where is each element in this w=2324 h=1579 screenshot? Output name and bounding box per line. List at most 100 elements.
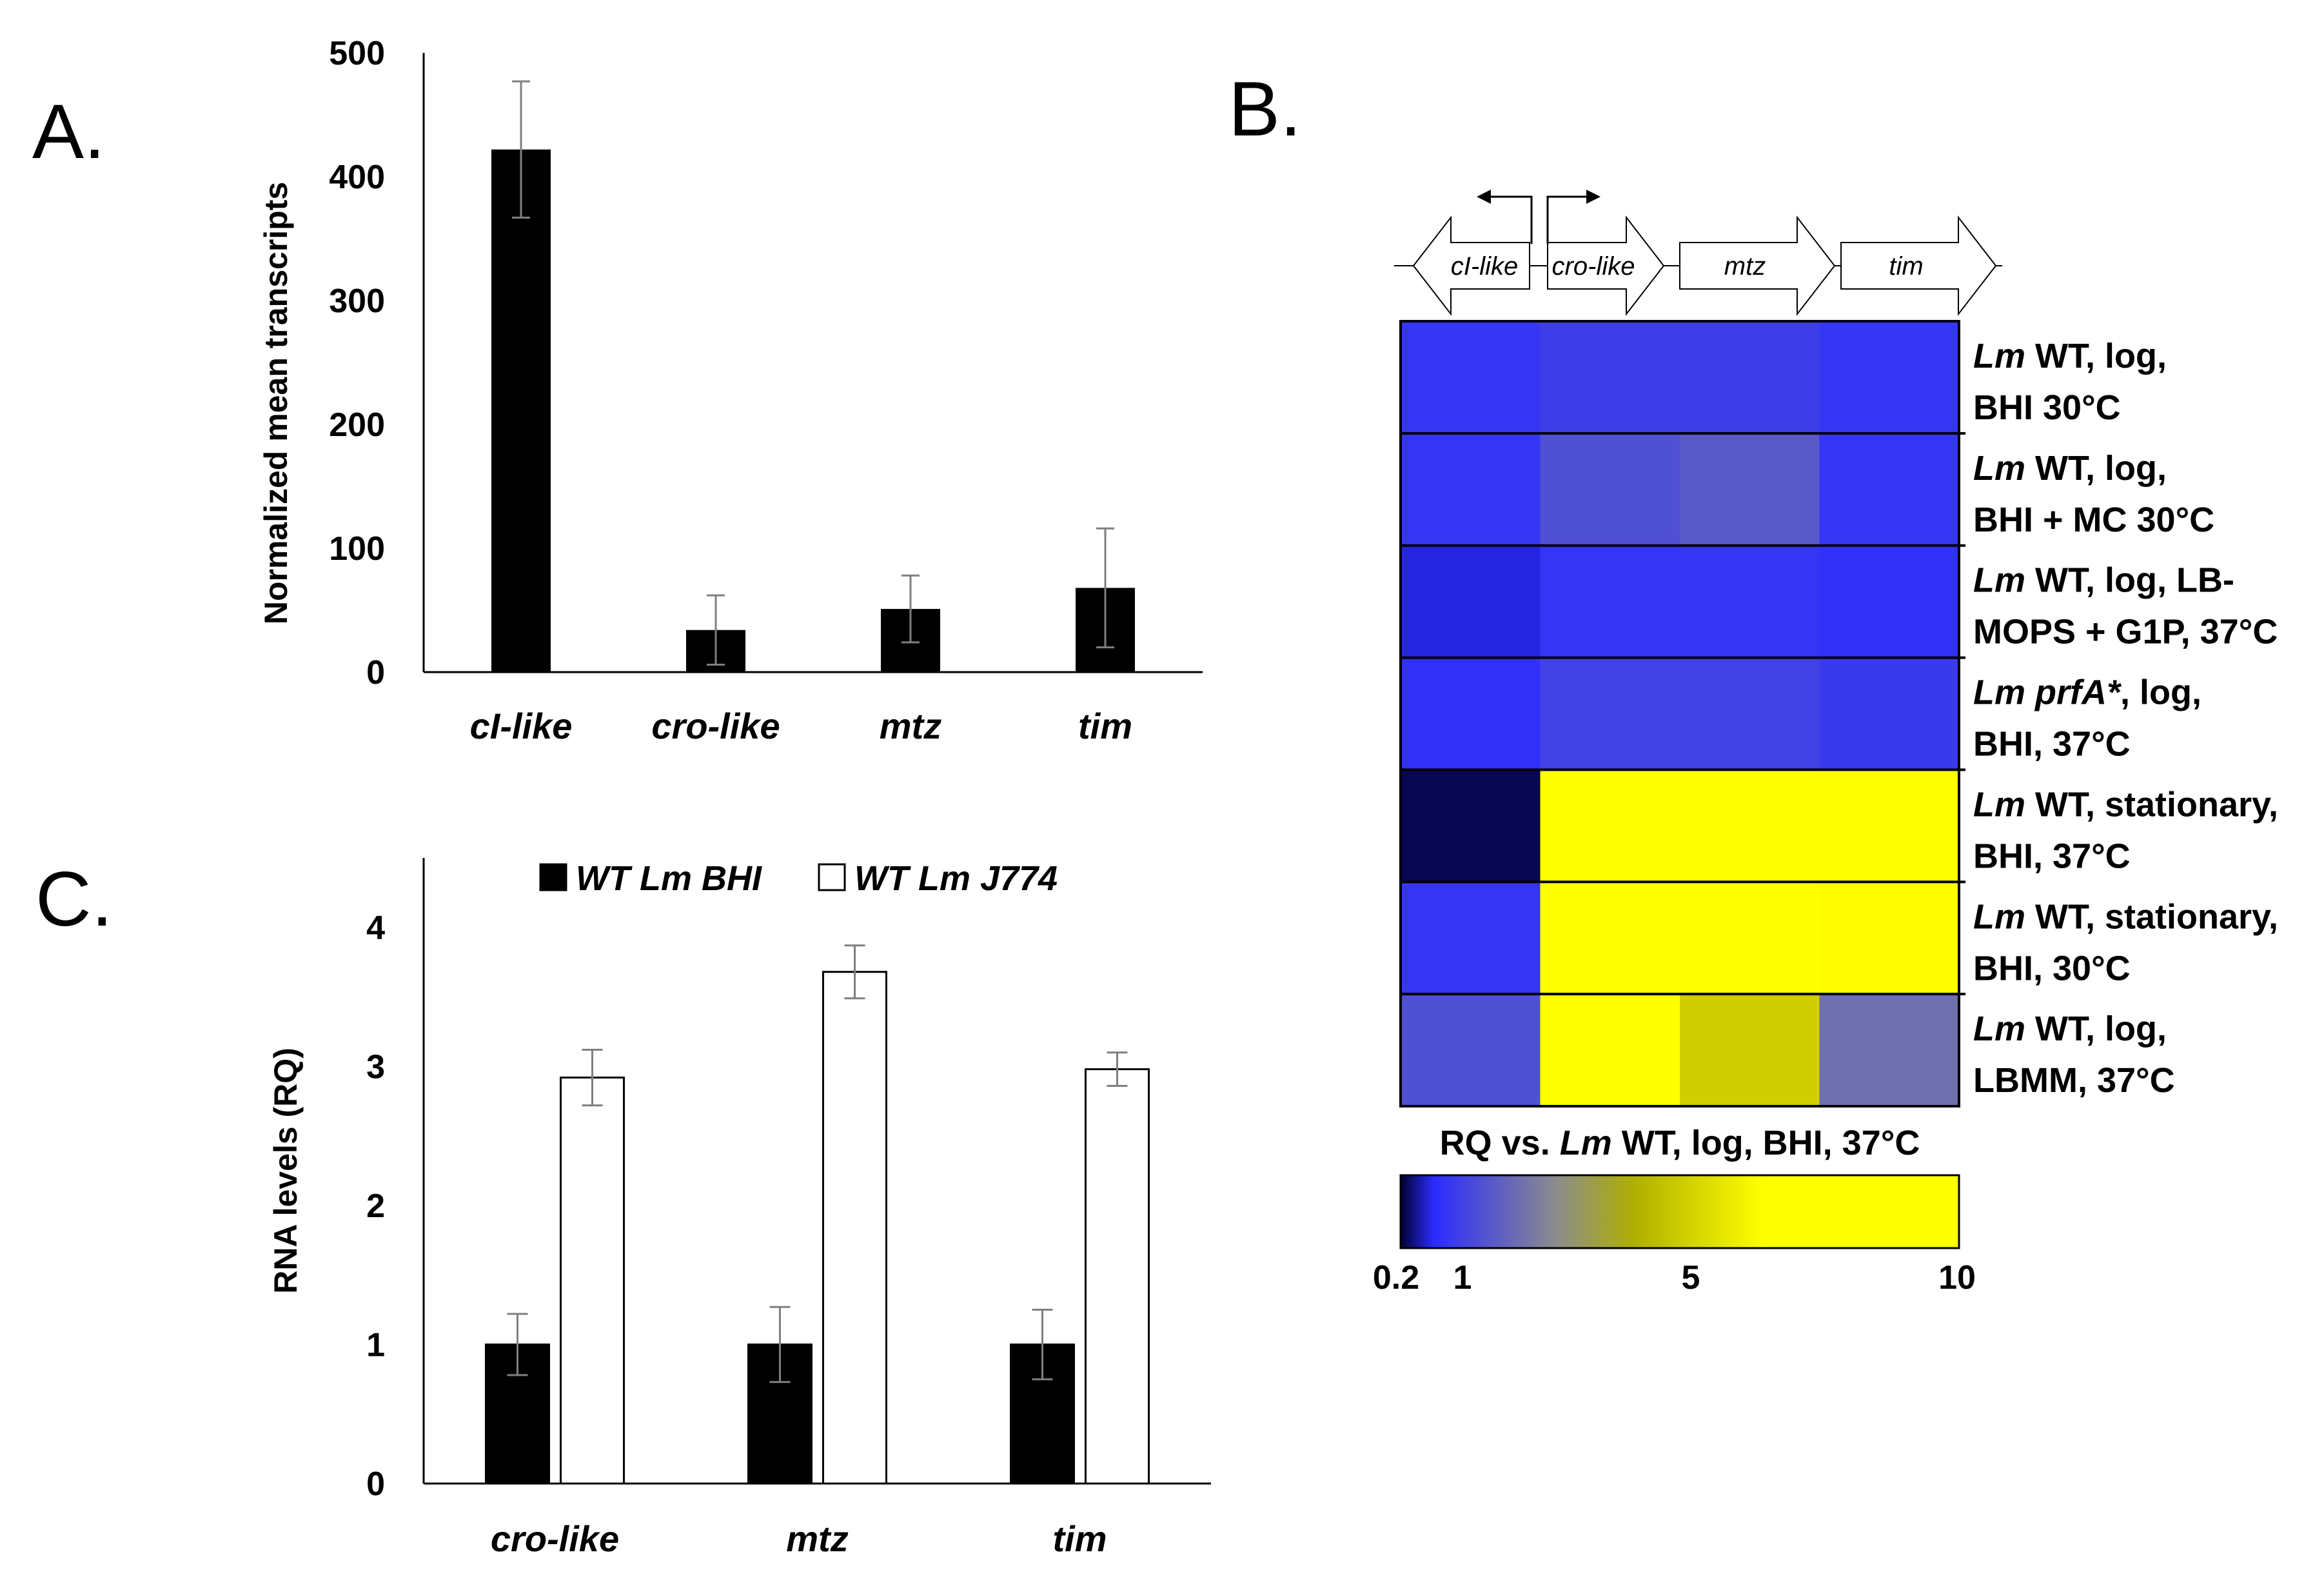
heatmap-cell: [1401, 770, 1541, 882]
chart-c-bar: [560, 1077, 625, 1485]
heatmap-row-label-line2: BHI 30°C: [1973, 388, 2121, 427]
chart-c-legend-swatch: [539, 863, 567, 891]
gene-label: cro-like: [1552, 252, 1635, 281]
heatmap-row-label: Lm WT, log,: [1973, 449, 2167, 488]
heatmap-cell: [1540, 433, 1680, 546]
chart-a-ytick-label: 0: [366, 654, 385, 691]
heatmap-cell: [1819, 882, 1960, 995]
heatmap-row-label-line2: LBMM, 37°C: [1973, 1061, 2175, 1100]
heatmap-cell: [1401, 321, 1541, 434]
chart-a-ytick-label: 400: [329, 159, 385, 196]
heatmap-row-label: Lm WT, log,: [1973, 1009, 2167, 1048]
chart-c: RNA levels (RQ) 0 1 2 3 4 WT Lm BHI WT Lm J774…: [268, 858, 1211, 1559]
chart-c-bar: [822, 971, 887, 1485]
chart-a-category-label: mtz: [880, 706, 941, 746]
chart-c-ytick-label: 3: [366, 1048, 385, 1086]
chart-c-ytick-label: 1: [366, 1326, 385, 1364]
chart-c-ytick-label: 4: [366, 909, 385, 947]
heatmap-cell: [1819, 433, 1960, 546]
colorbar-tick-label: 5: [1682, 1259, 1700, 1296]
heatmap-row-label-line2: BHI + MC 30°C: [1973, 501, 2214, 539]
heatmap-cell: [1540, 770, 1680, 882]
heatmap-cell: [1680, 433, 1820, 546]
heatmap-row-label: Lm WT, stationary,: [1973, 897, 2278, 936]
row-label-italic: Lm prfA*: [1973, 673, 2122, 712]
heatmap-cell: [1680, 882, 1820, 995]
chart-a-ytick-label: 100: [329, 530, 385, 568]
heatmap-cell: [1540, 882, 1680, 995]
chart-c-category-label: cro-like: [491, 1518, 619, 1559]
gene-label: cI-like: [1451, 252, 1518, 281]
panel-label-a: A.: [32, 88, 105, 175]
heatmap-cell: [1680, 770, 1820, 882]
row-label-italic: Lm: [1973, 337, 2025, 375]
heatmap-row-label-line2: BHI, 37°C: [1973, 837, 2131, 875]
colorbar: [1399, 1174, 1960, 1249]
heatmap-frame: [1399, 320, 1960, 1107]
heatmap-cell: [1540, 321, 1680, 434]
promoter-left-line: [1483, 195, 1533, 244]
gene-arrow-cro-like: [1547, 215, 1665, 316]
heatmap-cell: [1680, 321, 1820, 434]
chart-b: cI-like cro-like mtz tim Lm WT, log, BHI 30°C…: [1373, 190, 2278, 1296]
heatmap-cell: [1540, 657, 1680, 770]
heatmap-cell: [1819, 994, 1960, 1107]
row-label-rest: WT, stationary,: [2025, 897, 2278, 936]
heatmap-cell: [1401, 545, 1541, 659]
heatmap-cell: [1540, 545, 1680, 659]
row-label-italic: Lm: [1973, 561, 2025, 600]
gene-arrow-cI-like: [1412, 215, 1530, 316]
chart-c-ytick-label: 2: [366, 1187, 385, 1225]
chart-a-bar: [491, 149, 551, 672]
chart-c-ylabel: RNA levels (RQ): [268, 1048, 304, 1294]
heatmap-row-label-line2: MOPS + G1P, 37°C: [1973, 613, 2278, 651]
chart-a-category-label: tim: [1078, 706, 1132, 746]
row-label-rest: WT, log,: [2025, 449, 2167, 488]
colorbar-tick-label: 1: [1453, 1259, 1472, 1296]
chart-c-ytick-label: 0: [366, 1465, 385, 1503]
promoter-right-arrowhead: [1586, 190, 1600, 204]
colorbar-title: RQ vs. Lm WT, log, BHI, 37°C: [1440, 1124, 1920, 1162]
heatmap-cell: [1680, 994, 1820, 1107]
chart-a-ylabel: Normalized mean transcripts: [258, 182, 294, 624]
chart-c-category-label: tim: [1053, 1518, 1107, 1559]
chart-c-bar: [1085, 1068, 1150, 1485]
heatmap-cell: [1401, 433, 1541, 546]
row-label-italic: Lm: [1973, 785, 2025, 824]
heatmap-cell: [1401, 882, 1541, 995]
heatmap-cell: [1680, 545, 1820, 659]
heatmap-row-label: Lm WT, log, LB-: [1973, 561, 2234, 600]
chart-c-legend-label: WT Lm J774: [854, 859, 1058, 898]
row-label-italic: Lm: [1973, 449, 2025, 488]
colorbar-title-part: RQ vs.: [1440, 1124, 1560, 1162]
heatmap-row-label-line2: BHI, 30°C: [1973, 949, 2131, 988]
chart-a-ytick-label: 300: [329, 283, 385, 320]
promoter-left-arrowhead: [1477, 190, 1491, 204]
chart-a-category-label: cI-like: [470, 706, 573, 746]
colorbar-title-part: WT, log, BHI, 37°C: [1612, 1124, 1920, 1162]
chart-c-category-label: mtz: [786, 1518, 848, 1559]
heatmap-cell: [1819, 770, 1960, 882]
heatmap-cell: [1819, 321, 1960, 434]
row-label-rest: WT, log,: [2025, 337, 2167, 375]
heatmap-cell: [1680, 657, 1820, 770]
colorbar-title-part: Lm: [1560, 1124, 1612, 1162]
heatmap-cell: [1819, 657, 1960, 770]
chart-a: Normalized mean transcripts 0 100 200 300 40…: [258, 35, 1203, 746]
gene-arrow-tim: [1840, 215, 1997, 316]
heatmap-cell: [1819, 545, 1960, 659]
panel-label-c: C.: [35, 856, 113, 942]
chart-a-ytick-label: 500: [329, 35, 385, 72]
promoter-right-line: [1546, 195, 1593, 244]
row-label-rest: WT, log,: [2025, 1009, 2167, 1048]
colorbar-tick-label: 10: [1938, 1259, 1976, 1296]
chart-c-legend-swatch: [818, 863, 846, 891]
row-label-rest: WT, log, LB-: [2025, 561, 2234, 600]
chart-c-legend-label: WT Lm BHI: [576, 859, 762, 898]
heatmap-row-label: Lm WT, stationary,: [1973, 785, 2278, 824]
chart-a-category-label: cro-like: [651, 706, 780, 746]
gene-label: tim: [1889, 252, 1923, 281]
panel-label-b: B.: [1228, 66, 1301, 152]
row-label-italic: Lm: [1973, 1009, 2025, 1048]
